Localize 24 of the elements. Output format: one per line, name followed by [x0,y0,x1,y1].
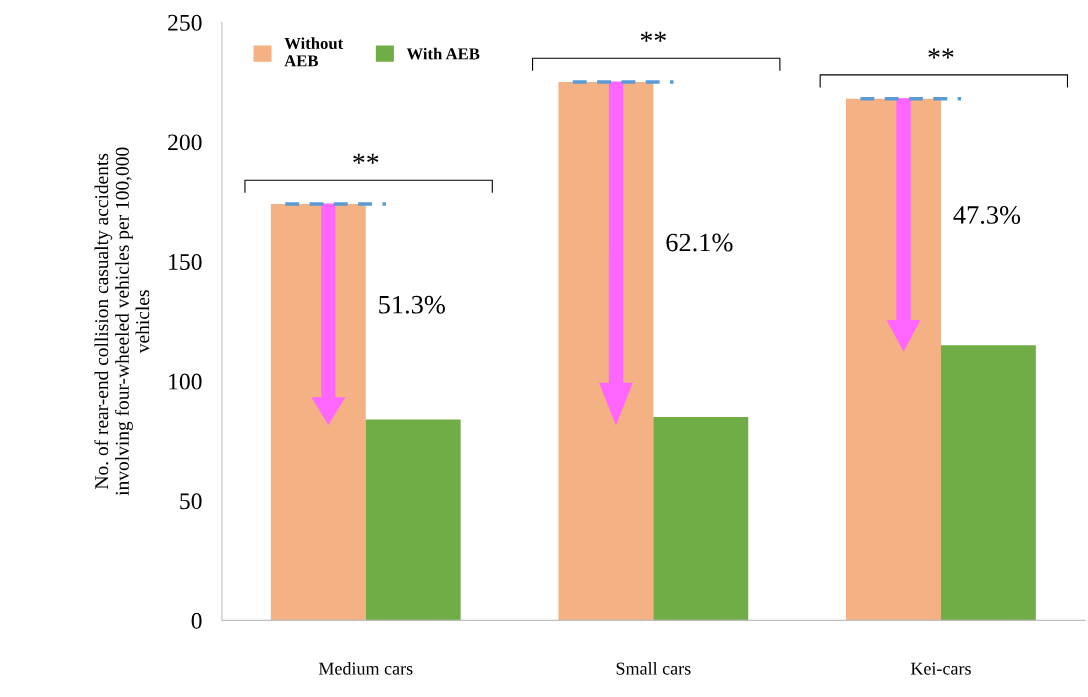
bar [558,82,654,621]
annotation: ** [640,31,666,42]
y-tick-label: 50 [180,493,202,510]
x-tick-label: Medium cars [318,662,413,675]
x-tick-label: Small cars [616,662,691,675]
bar [270,204,366,621]
y-axis-title: No. of rear-end collision casualty accidents involving four-wheeled vehicles per 100,000 vehicles [94,147,150,496]
y-tick-label: 150 [169,254,202,270]
y-tick-label: 200 [168,134,202,151]
bar [846,98,941,621]
annotation: 47.3% [953,206,1021,224]
x-tick-label: Kei-cars [910,662,971,675]
bar [653,417,749,621]
annotation: 62.1% [666,233,733,252]
bar [940,345,1036,621]
legend-label: With AEB [406,47,480,60]
legend-label: Without AEB [284,37,344,67]
annotation: 51.3% [379,295,445,314]
annotation: ** [928,48,954,59]
y-tick-label: 0 [191,612,202,629]
y-tick-label: 250 [168,14,202,31]
y-tick-label: 100 [169,373,202,390]
bar [365,419,461,621]
annotation: ** [353,153,379,164]
